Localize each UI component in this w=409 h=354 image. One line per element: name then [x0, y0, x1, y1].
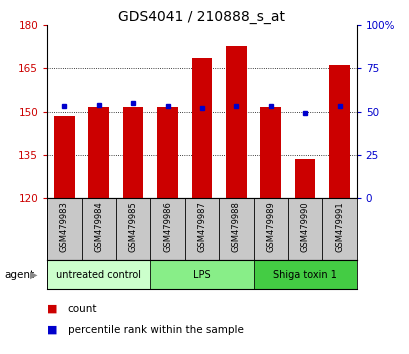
Text: GSM479990: GSM479990	[300, 201, 309, 252]
Bar	[253, 260, 356, 289]
Text: GSM479985: GSM479985	[128, 201, 137, 252]
Text: percentile rank within the sample: percentile rank within the sample	[67, 325, 243, 335]
Bar	[47, 260, 150, 289]
Text: GSM479991: GSM479991	[334, 201, 343, 252]
Text: ■: ■	[47, 325, 58, 335]
Bar	[191, 58, 212, 198]
Bar	[123, 107, 143, 198]
Text: GSM479984: GSM479984	[94, 201, 103, 252]
Text: GSM479989: GSM479989	[265, 201, 274, 252]
Bar	[54, 116, 74, 198]
Text: GSM479988: GSM479988	[231, 201, 240, 252]
Bar	[150, 260, 253, 289]
Text: GSM479983: GSM479983	[60, 201, 69, 252]
Text: agent: agent	[4, 270, 34, 280]
Bar	[260, 107, 280, 198]
Text: Shiga toxin 1: Shiga toxin 1	[272, 270, 336, 280]
Title: GDS4041 / 210888_s_at: GDS4041 / 210888_s_at	[118, 10, 285, 24]
Bar	[88, 107, 109, 198]
Bar	[157, 107, 178, 198]
Text: ▶: ▶	[29, 270, 37, 280]
Text: GSM479987: GSM479987	[197, 201, 206, 252]
Text: LPS: LPS	[193, 270, 210, 280]
Text: untreated control: untreated control	[56, 270, 141, 280]
Text: ■: ■	[47, 304, 58, 314]
Text: GSM479986: GSM479986	[163, 201, 172, 252]
Bar	[225, 46, 246, 198]
Bar	[328, 65, 349, 198]
Text: count: count	[67, 304, 97, 314]
Bar	[294, 159, 315, 198]
